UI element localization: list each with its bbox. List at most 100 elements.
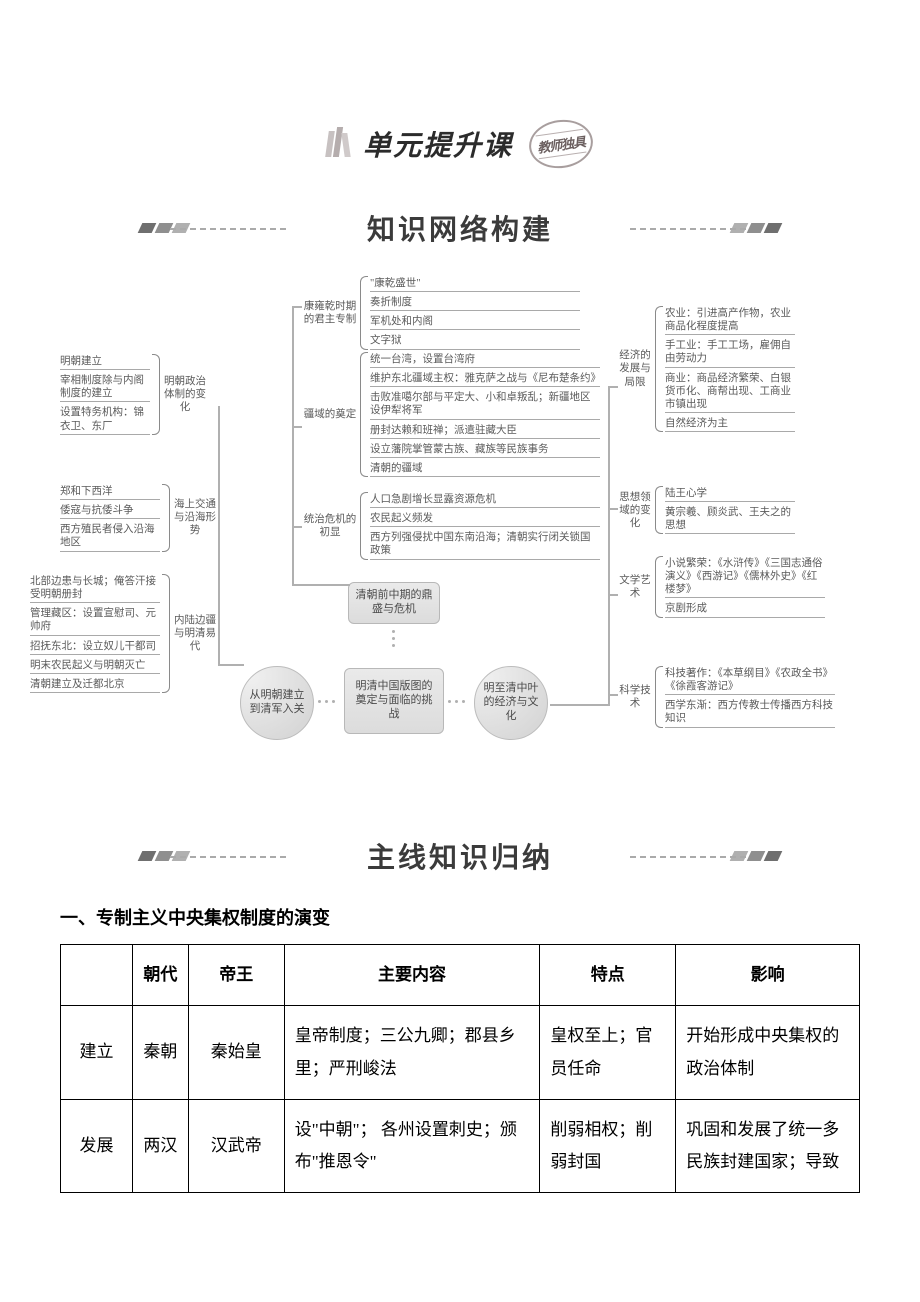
center-crisis-label: 统治危机的初显 bbox=[300, 513, 360, 539]
hub-top-label: 清朝前中期的鼎盛与危机 bbox=[355, 589, 433, 617]
brace-icon bbox=[162, 574, 170, 693]
connector-dots bbox=[448, 700, 465, 703]
right-literature-items: 小说繁荣：《水浒传》《三国志通俗演义》《西游记》《儒林外史》《红楼梦》 京剧形成 bbox=[665, 556, 825, 618]
center-territory-items: 统一台湾，设置台湾府 维护东北疆域主权：雅克萨之战与《尼布楚条约》 击败准噶尔部… bbox=[370, 352, 600, 477]
right-literature-label: 文学艺术 bbox=[615, 574, 655, 600]
connector-dots bbox=[392, 630, 395, 647]
table-header bbox=[61, 945, 133, 1006]
diagram-item: 清朝的疆域 bbox=[370, 461, 600, 477]
teacher-stamp: 教师独具 bbox=[526, 116, 596, 172]
left-politics-group: 明朝建立 宰相制度除与内阁制度的建立 设置特务机构：锦衣卫、东厂 明朝政治体制的… bbox=[60, 354, 210, 435]
left-land-label: 内陆边疆与明清易代 bbox=[170, 614, 220, 653]
right-science-items: 科技著作：《本草纲目》《农政全书》《徐霞客游记》 西学东渐：西方传教士传播西方科… bbox=[665, 666, 835, 728]
diagram-item: 小说繁荣：《水浒传》《三国志通俗演义》《西游记》《儒林外史》《红楼梦》 bbox=[665, 556, 825, 598]
center-territory-label: 疆域的奠定 bbox=[300, 408, 360, 421]
subsection-title: 一、专制主义中央集权制度的演变 bbox=[60, 904, 860, 930]
hub-center: 明清中国版图的奠定与面临的挑战 bbox=[344, 668, 444, 734]
brace-icon bbox=[655, 486, 663, 534]
right-economy-label: 经济的发展与局限 bbox=[615, 349, 655, 388]
connector-line bbox=[608, 694, 618, 696]
center-monarchy-items: "康乾盛世" 奏折制度 军机处和内阁 文字狱 bbox=[370, 276, 580, 350]
center-monarchy-group: 康雍乾时期的君主专制 "康乾盛世" 奏折制度 军机处和内阁 文字狱 bbox=[300, 276, 580, 350]
center-territory-group: 疆域的奠定 统一台湾，设置台湾府 维护东北疆域主权：雅克萨之战与《尼布楚条约》 … bbox=[300, 352, 600, 477]
brace-icon bbox=[360, 492, 368, 560]
connector-line bbox=[608, 594, 618, 596]
diagram-item: 人口急剧增长显露资源危机 bbox=[370, 492, 600, 508]
stamp-text: 教师独具 bbox=[536, 131, 586, 156]
heading-rail-left bbox=[170, 856, 290, 858]
right-science-group: 科学技术 科技著作：《本草纲目》《农政全书》《徐霞客游记》 西学东渐：西方传教士… bbox=[615, 666, 835, 728]
centralization-table: 朝代 帝王 主要内容 特点 影响 建立 秦朝 秦始皇 皇帝制度；三公九卿；郡县乡… bbox=[60, 944, 860, 1193]
left-sea-group: 郑和下西洋 倭寇与抗倭斗争 西方殖民者侵入沿海地区 海上交通与沿海形势 bbox=[60, 484, 220, 552]
diagram-item: 京剧形成 bbox=[665, 601, 825, 617]
table-header: 主要内容 bbox=[284, 945, 540, 1006]
connector-line bbox=[292, 426, 302, 428]
diagram-item: 北部边患与长城；俺答汗接受明朝册封 bbox=[30, 574, 160, 603]
diagram-item: 科技著作：《本草纲目》《农政全书》《徐霞客游记》 bbox=[665, 666, 835, 695]
cell-content: 皇帝制度；三公九卿；郡县乡里；严刑峻法 bbox=[284, 1006, 540, 1100]
center-crisis-items: 人口急剧增长显露资源危机 农民起义频发 西方列强侵扰中国东南沿海；清朝实行闭关锁… bbox=[370, 492, 600, 560]
diagram-item: 农民起义频发 bbox=[370, 511, 600, 527]
section-title-network: 知识网络构建 bbox=[351, 208, 569, 248]
diagram-item: 郑和下西洋 bbox=[60, 484, 160, 500]
cell-stage: 发展 bbox=[61, 1099, 133, 1193]
diagram-item: 农业：引进高产作物，农业商品化程度提高 bbox=[665, 306, 795, 335]
page-header: 单元提升课 教师独具 bbox=[60, 120, 860, 168]
hub-top: 清朝前中期的鼎盛与危机 bbox=[348, 582, 440, 624]
cell-dynasty: 秦朝 bbox=[132, 1006, 188, 1100]
left-land-items: 北部边患与长城；俺答汗接受明朝册封 管理藏区：设置宣慰司、元帅府 招抚东北：设立… bbox=[30, 574, 160, 693]
connector-dots bbox=[318, 700, 335, 703]
table-header-row: 朝代 帝王 主要内容 特点 影响 bbox=[61, 945, 860, 1006]
diagram-item: 倭寇与抗倭斗争 bbox=[60, 503, 160, 519]
right-thought-label: 思想领域的变化 bbox=[615, 491, 655, 530]
diagram-item: 击败准噶尔部与平定大、小和卓叛乱；新疆地区设伊犁将军 bbox=[370, 390, 600, 419]
brace-icon bbox=[655, 306, 663, 432]
table-header: 朝代 bbox=[132, 945, 188, 1006]
right-literature-group: 文学艺术 小说繁荣：《水浒传》《三国志通俗演义》《西游记》《儒林外史》《红楼梦》… bbox=[615, 556, 825, 618]
table-row: 建立 秦朝 秦始皇 皇帝制度；三公九卿；郡县乡里；严刑峻法 皇权至上；官员任命 … bbox=[61, 1006, 860, 1100]
left-sea-label: 海上交通与沿海形势 bbox=[170, 498, 220, 537]
diagram-item: 西方殖民者侵入沿海地区 bbox=[60, 522, 160, 551]
brace-icon bbox=[360, 352, 368, 477]
right-thought-items: 陆王心学 黄宗羲、顾炎武、王夫之的思想 bbox=[665, 486, 795, 534]
diagram-item: 明朝建立 bbox=[60, 354, 150, 370]
connector-line bbox=[218, 664, 244, 666]
hub-right-label: 明至清中叶的经济与文化 bbox=[479, 682, 543, 723]
hub-center-label: 明清中国版图的奠定与面临的挑战 bbox=[351, 680, 437, 721]
diagram-item: 册封达赖和班禅；派遣驻藏大臣 bbox=[370, 423, 600, 439]
cell-effect: 巩固和发展了统一多民族封建国家；导致 bbox=[676, 1099, 860, 1193]
knowledge-network-diagram: 明朝建立 宰相制度除与内阁制度的建立 设置特务机构：锦衣卫、东厂 明朝政治体制的… bbox=[60, 276, 860, 796]
diagram-item: 清朝建立及迁都北京 bbox=[30, 677, 160, 693]
diagram-item: 奏折制度 bbox=[370, 295, 580, 311]
books-icon bbox=[327, 127, 351, 162]
diagram-item: 宰相制度除与内阁制度的建立 bbox=[60, 373, 150, 402]
page-title: 单元提升课 bbox=[363, 124, 513, 164]
left-politics-label: 明朝政治体制的变化 bbox=[160, 375, 210, 414]
connector-line bbox=[218, 406, 220, 666]
connector-line bbox=[292, 584, 350, 586]
diagram-item: "康乾盛世" bbox=[370, 276, 580, 292]
diagram-item: 手工业：手工工场，雇佣自由劳动力 bbox=[665, 338, 795, 367]
diagram-item: 黄宗羲、顾炎武、王夫之的思想 bbox=[665, 505, 795, 534]
connector-line bbox=[292, 306, 294, 586]
center-crisis-group: 统治危机的初显 人口急剧增长显露资源危机 农民起义频发 西方列强侵扰中国东南沿海… bbox=[300, 492, 600, 560]
connector-line bbox=[292, 526, 302, 528]
cell-stage: 建立 bbox=[61, 1006, 133, 1100]
heading-rail-right bbox=[630, 228, 750, 230]
diagram-item: 维护东北疆域主权：雅克萨之战与《尼布楚条约》 bbox=[370, 371, 600, 387]
diagram-item: 军机处和内阁 bbox=[370, 314, 580, 330]
brace-icon bbox=[655, 556, 663, 618]
connector-line bbox=[608, 386, 610, 706]
cell-effect: 开始形成中央集权的政治体制 bbox=[676, 1006, 860, 1100]
connector-line bbox=[292, 306, 302, 308]
section-heading-mainline: 主线知识归纳 bbox=[60, 836, 860, 876]
diagram-item: 文字狱 bbox=[370, 333, 580, 349]
diagram-item: 设立藩院掌管蒙古族、藏族等民族事务 bbox=[370, 442, 600, 458]
center-monarchy-label: 康雍乾时期的君主专制 bbox=[300, 300, 360, 326]
table-header: 帝王 bbox=[188, 945, 284, 1006]
brace-icon bbox=[655, 666, 663, 728]
diagram-item: 设置特务机构：锦衣卫、东厂 bbox=[60, 405, 150, 434]
connector-line bbox=[608, 386, 618, 388]
cell-emperor: 秦始皇 bbox=[188, 1006, 284, 1100]
connector-line bbox=[550, 704, 610, 706]
